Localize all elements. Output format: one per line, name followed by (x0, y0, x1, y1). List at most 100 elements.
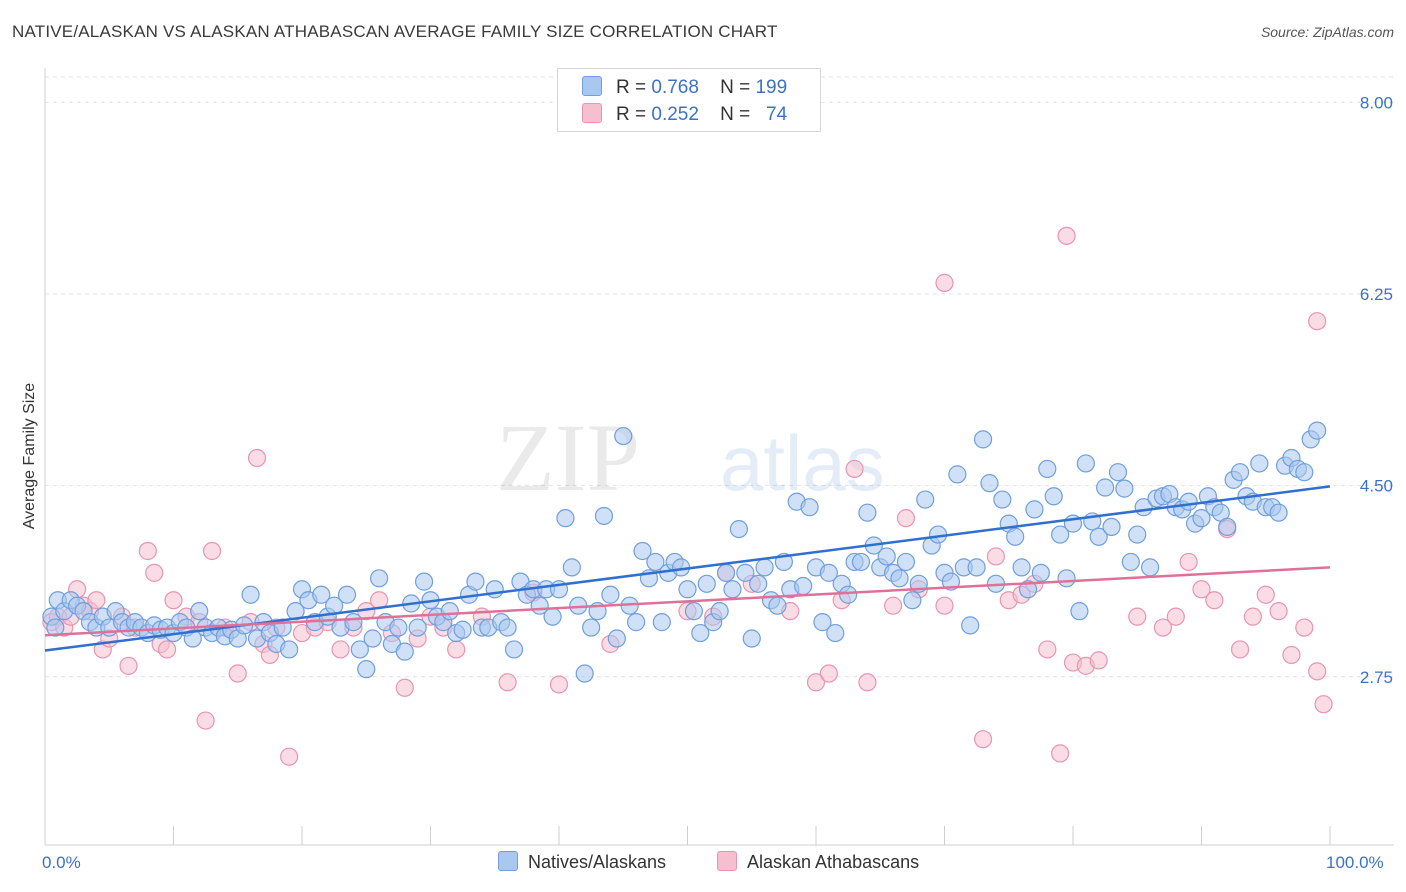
athabascan-point (196, 711, 215, 730)
n-value: 74 (766, 104, 788, 125)
athabascan-point (1308, 312, 1327, 331)
native-point (1070, 602, 1089, 621)
athabascan-point (935, 596, 954, 615)
blue-swatch (498, 851, 518, 871)
native-point (723, 580, 742, 599)
legend-item-athabascans: Alaskan Athabascans (717, 851, 919, 873)
native-point (1051, 525, 1070, 544)
athabascan-point (883, 596, 903, 615)
native-point (241, 585, 260, 604)
athabascan-point (87, 591, 106, 610)
athabascan-point (1166, 607, 1185, 626)
watermark-zip: ZIP (496, 404, 640, 511)
native-point (948, 465, 967, 484)
trend-lines (44, 485, 1331, 652)
athabascan-point (447, 640, 466, 659)
native-point (485, 580, 504, 599)
y-tick-label: 6.25 (1360, 285, 1393, 304)
athabascan-point (845, 459, 864, 479)
native-point (504, 640, 524, 659)
native-point (312, 585, 331, 604)
native-point (710, 602, 729, 621)
native-point (414, 572, 434, 591)
native-point (1089, 527, 1108, 546)
native-point (678, 580, 697, 599)
native-point (594, 506, 614, 526)
native-point (466, 572, 485, 591)
native-point (903, 591, 922, 610)
native-point (575, 664, 594, 683)
r-label: R = (616, 77, 647, 98)
native-point (363, 629, 382, 648)
athabascan-point (280, 747, 299, 766)
native-point (1018, 580, 1038, 599)
athabascan-point (395, 678, 414, 697)
athabascan-point (973, 730, 993, 749)
native-point (768, 596, 787, 615)
athabascan-point (549, 675, 569, 694)
native-point (607, 629, 626, 648)
native-point (1308, 421, 1327, 440)
native-point (1250, 454, 1269, 473)
native-point (691, 623, 710, 643)
athabascan-point (1314, 695, 1333, 714)
pink-swatch (582, 103, 602, 123)
athabascan-point (1256, 585, 1275, 604)
athabascan-point (247, 448, 267, 468)
athabascan-point (202, 541, 222, 561)
athabascan-point (1243, 607, 1263, 626)
native-point (183, 629, 202, 648)
r-label: R = (616, 104, 647, 125)
native-point (1006, 527, 1025, 546)
athabascan-point (1051, 744, 1070, 763)
x-tick-min: 0.0% (42, 853, 81, 872)
native-point (357, 660, 376, 679)
athabascan-point (145, 563, 164, 582)
athabascan-point (1089, 651, 1108, 670)
native-point (1057, 569, 1076, 588)
athabascan-point (858, 673, 877, 692)
native-point (344, 613, 363, 632)
native-point (1044, 487, 1063, 506)
y-axis-label: Average Family Size (21, 383, 38, 530)
native-point (839, 585, 858, 604)
athabascan-point (164, 591, 183, 610)
native-point (652, 613, 671, 632)
native-point (941, 572, 961, 591)
correlation-legend: R = 0.768 N = 199 R = 0.252 N = 74 (557, 68, 821, 132)
native-point (543, 607, 562, 626)
legend-item-natives: Natives/Alaskans (498, 851, 666, 873)
x-tick-max: 100.0% (1326, 853, 1384, 872)
n-label: N = (720, 104, 751, 125)
athabascan-point (119, 656, 138, 675)
y-tick-label: 4.50 (1360, 476, 1393, 495)
native-point (993, 490, 1012, 509)
native-point (877, 547, 896, 566)
native-point (729, 519, 749, 539)
athabascan-point (1153, 618, 1173, 637)
native-point (749, 574, 768, 593)
native-point (395, 642, 414, 661)
native-point (1140, 558, 1160, 577)
athabascan-point (986, 547, 1006, 566)
native-point (1218, 517, 1237, 537)
trend-line-athabascans (44, 566, 1331, 637)
native-point (755, 558, 774, 577)
legend-row-natives: R = 0.768 N = 199 (582, 76, 787, 100)
series-alaskan-athabascans (42, 226, 1333, 766)
native-point (896, 552, 916, 572)
athabascan-point (1282, 645, 1301, 665)
athabascan-point (819, 664, 838, 683)
native-point (370, 569, 389, 588)
native-point (1038, 459, 1057, 479)
native-point (1031, 563, 1050, 582)
native-point (1269, 503, 1288, 522)
native-point (389, 618, 408, 637)
athabascan-point (1179, 552, 1198, 572)
athabascan-point (806, 673, 826, 692)
athabascan-point (1128, 607, 1147, 626)
native-point (1108, 463, 1128, 482)
series-natives-alaskans (42, 421, 1327, 683)
native-point (961, 616, 980, 635)
